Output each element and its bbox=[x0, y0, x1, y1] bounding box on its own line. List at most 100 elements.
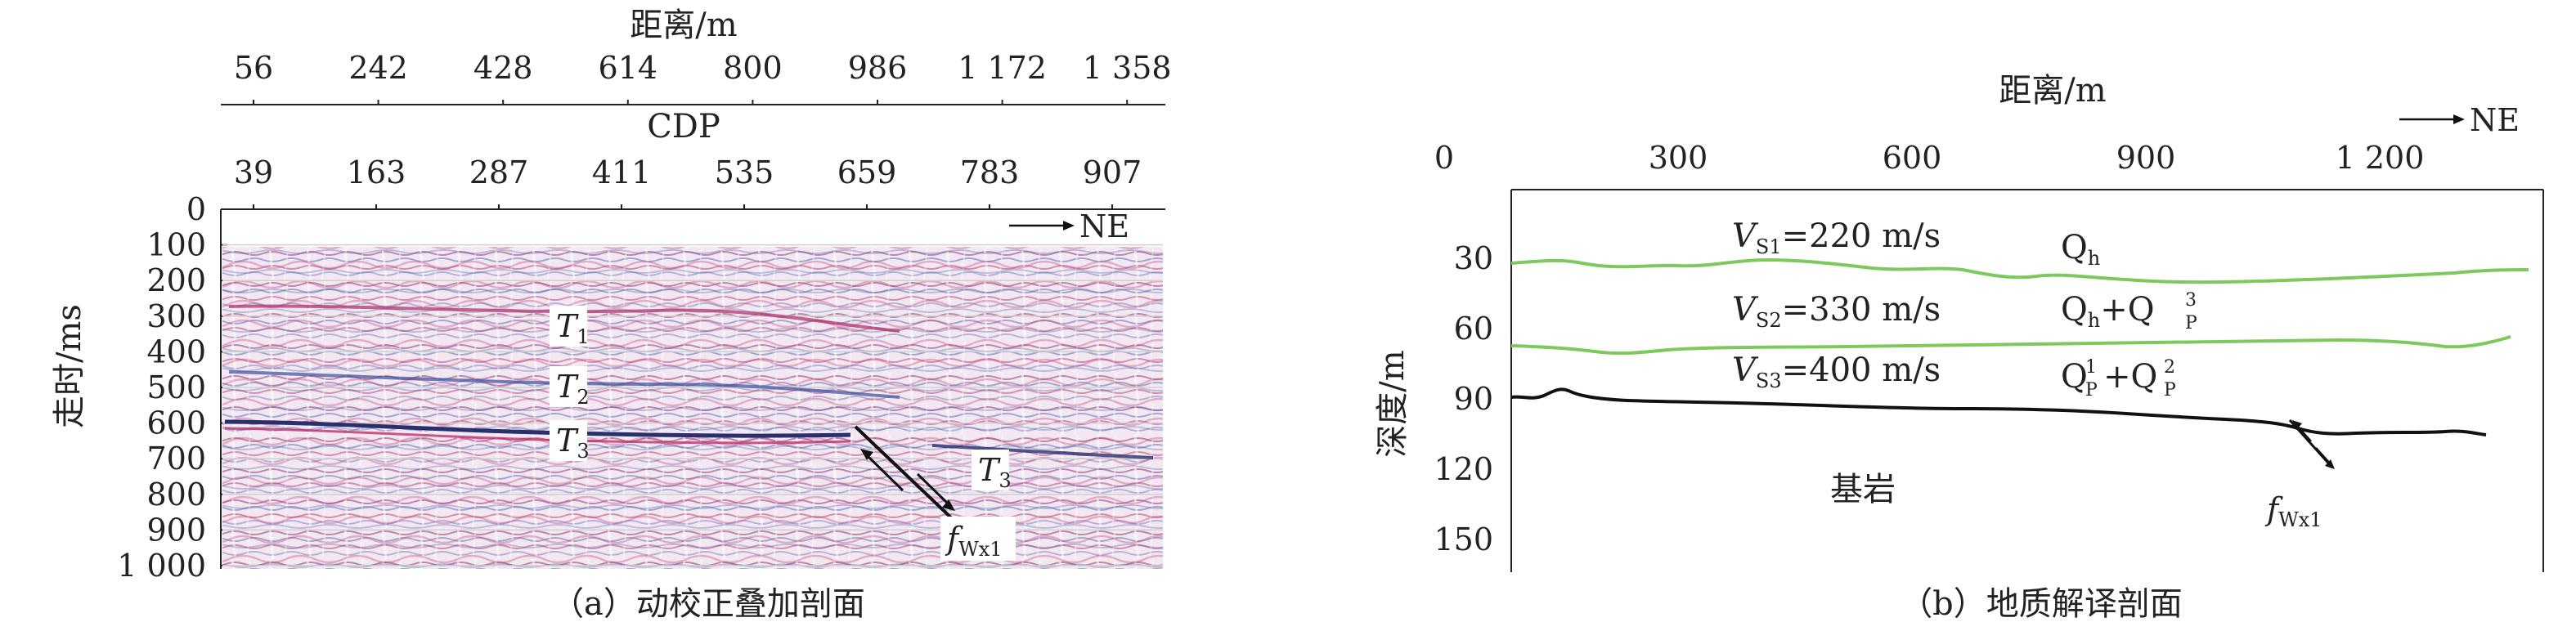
fault-arrow-down bbox=[916, 472, 950, 506]
svg-text:P: P bbox=[2185, 313, 2197, 333]
distance-tick-labels: 56 242 428 614 800 986 1 172 1 358 bbox=[234, 50, 1172, 105]
cdp-tick-label: 39 bbox=[234, 154, 273, 190]
layer-2-velocity: VS2=330 m/s bbox=[1732, 291, 1941, 332]
cdp-tick-label: 163 bbox=[347, 154, 406, 190]
cdp-tick-label: 411 bbox=[592, 154, 652, 190]
horizon-label-t3: T3 bbox=[550, 420, 590, 463]
traveltime-tick-label: 500 bbox=[146, 369, 206, 405]
fault-arrow-b-1 bbox=[2296, 424, 2312, 442]
reflector-t3-right bbox=[931, 444, 1154, 459]
distance-tick-label-b: 300 bbox=[1649, 140, 1708, 176]
traveltime-tick-label: 200 bbox=[146, 262, 206, 298]
distance-tick-label-b: 1 200 bbox=[2336, 140, 2425, 176]
layer-1-velocity: VS1=220 m/s bbox=[1732, 217, 1941, 258]
distance-tick-label-b: 900 bbox=[2116, 140, 2176, 176]
depth-tick-label: 150 bbox=[1434, 521, 1493, 557]
bedrock-interface bbox=[1510, 387, 2487, 436]
traveltime-tick-label: 700 bbox=[146, 441, 206, 477]
seismic-section-overlay bbox=[222, 247, 1163, 569]
traveltime-tick-label: 100 bbox=[146, 227, 206, 263]
svg-text:T3: T3 bbox=[556, 423, 590, 463]
svg-text:T1: T1 bbox=[556, 308, 590, 348]
svg-text:T2: T2 bbox=[556, 369, 590, 409]
panel-b: 距离/m NE 0 300 600 900 1 200 30 60 90 120 150 深度/… bbox=[1374, 72, 2544, 623]
direction-arrowhead-b bbox=[2453, 114, 2465, 124]
svg-text:3: 3 bbox=[2185, 290, 2197, 311]
cdp-tick-label: 783 bbox=[960, 154, 1020, 190]
fault-arrowhead-b-2 bbox=[2325, 459, 2335, 469]
layer-2-strat: Qh+Q 3 P bbox=[2061, 290, 2197, 333]
svg-text:2: 2 bbox=[2164, 357, 2175, 378]
distance-tick-label: 428 bbox=[473, 50, 533, 86]
traveltime-axis-title: 走时/ms bbox=[51, 304, 88, 428]
direction-label-b: NE bbox=[2470, 102, 2520, 138]
layer-1-strat: Qh bbox=[2061, 229, 2100, 270]
svg-text:VS3=400 m/s: VS3=400 m/s bbox=[1732, 351, 1941, 392]
reflector-t1 bbox=[228, 304, 900, 333]
distance-tick-labels-b: 0 300 600 900 1 200 bbox=[1434, 140, 2424, 176]
distance-axis-title: 距离/m bbox=[630, 7, 737, 44]
cdp-tick-label: 535 bbox=[715, 154, 774, 190]
fault-arrow-up bbox=[865, 454, 904, 492]
cdp-tick-label: 907 bbox=[1083, 154, 1142, 190]
svg-text:P: P bbox=[2164, 380, 2176, 401]
distance-tick-label: 986 bbox=[848, 50, 908, 86]
distance-tick-label: 1 358 bbox=[1083, 50, 1172, 86]
fault-arrow-b-2 bbox=[2315, 447, 2331, 465]
traveltime-tick-label: 300 bbox=[146, 298, 206, 334]
svg-text:Qh: Qh bbox=[2061, 229, 2100, 270]
reflector-t2 bbox=[228, 370, 900, 399]
depth-tick-label: 60 bbox=[1454, 311, 1493, 347]
panel-a: 距离/m 56 242 428 614 800 986 1 172 1 358 CDP 39 1… bbox=[51, 7, 1172, 623]
fault-arrowhead-b-1 bbox=[2292, 420, 2302, 430]
traveltime-tick-label: 0 bbox=[186, 191, 206, 227]
bedrock-label: 基岩 bbox=[1830, 471, 1896, 508]
cdp-tick-label: 287 bbox=[469, 154, 529, 190]
distance-axis-title-b: 距离/m bbox=[1999, 72, 2106, 110]
interface-line-1 bbox=[1510, 257, 2529, 284]
svg-text:fWx1: fWx1 bbox=[945, 521, 1003, 561]
svg-text:VS2=330 m/s: VS2=330 m/s bbox=[1732, 291, 1941, 332]
depth-tick-label: 90 bbox=[1454, 381, 1493, 417]
horizon-label-t1: T1 bbox=[550, 306, 590, 348]
cdp-tick-labels: 39 163 287 411 535 659 783 907 bbox=[234, 154, 1142, 209]
svg-text:Qh+Q: Qh+Q bbox=[2061, 291, 2155, 332]
distance-tick-label: 614 bbox=[599, 50, 658, 86]
distance-tick-label-b: 0 bbox=[1434, 140, 1454, 176]
fault-label-b: fWx1 bbox=[2264, 491, 2322, 531]
horizon-label-t3-right: T3 bbox=[972, 450, 1012, 492]
depth-axis-title: 深度/m bbox=[1374, 350, 1411, 457]
interface-line-2 bbox=[1510, 335, 2511, 356]
depth-tick-label: 30 bbox=[1454, 240, 1493, 276]
traveltime-tick-label: 800 bbox=[146, 477, 206, 512]
fault-line bbox=[854, 425, 958, 525]
traveltime-tick-label: 1 000 bbox=[117, 548, 206, 584]
traveltime-tick-label: 900 bbox=[146, 512, 206, 548]
svg-text:Q: Q bbox=[2061, 358, 2088, 396]
distance-tick-label: 800 bbox=[723, 50, 783, 86]
layer-3-velocity: VS3=400 m/s bbox=[1732, 351, 1941, 392]
caption-a: （a）动校正叠加剖面 bbox=[551, 585, 865, 623]
traveltime-tick-label: 600 bbox=[146, 405, 206, 441]
direction-label: NE bbox=[1079, 208, 1129, 244]
fault-arrowhead-up bbox=[860, 449, 873, 460]
distance-tick-label: 56 bbox=[234, 50, 273, 86]
fault-arrowhead-down bbox=[942, 499, 955, 511]
svg-text:T3: T3 bbox=[978, 452, 1012, 492]
svg-text:1: 1 bbox=[2085, 357, 2097, 378]
direction-arrowhead bbox=[1063, 221, 1075, 230]
caption-b: （b）地质解译剖面 bbox=[1900, 585, 2183, 623]
cdp-tick-label: 659 bbox=[837, 154, 897, 190]
svg-text:fWx1: fWx1 bbox=[2264, 491, 2322, 531]
depth-tick-labels: 30 60 90 120 150 bbox=[1434, 240, 1493, 557]
traveltime-grid bbox=[222, 244, 1163, 566]
svg-text:+Q: +Q bbox=[2103, 358, 2157, 396]
cdp-axis-title: CDP bbox=[647, 108, 720, 145]
traveltime-tick-label: 400 bbox=[146, 333, 206, 369]
distance-tick-label: 242 bbox=[348, 50, 408, 86]
layer-3-strat: Q 1 P +Q 2 P bbox=[2061, 357, 2176, 401]
svg-text:VS1=220 m/s: VS1=220 m/s bbox=[1732, 217, 1941, 258]
svg-text:P: P bbox=[2085, 380, 2098, 401]
